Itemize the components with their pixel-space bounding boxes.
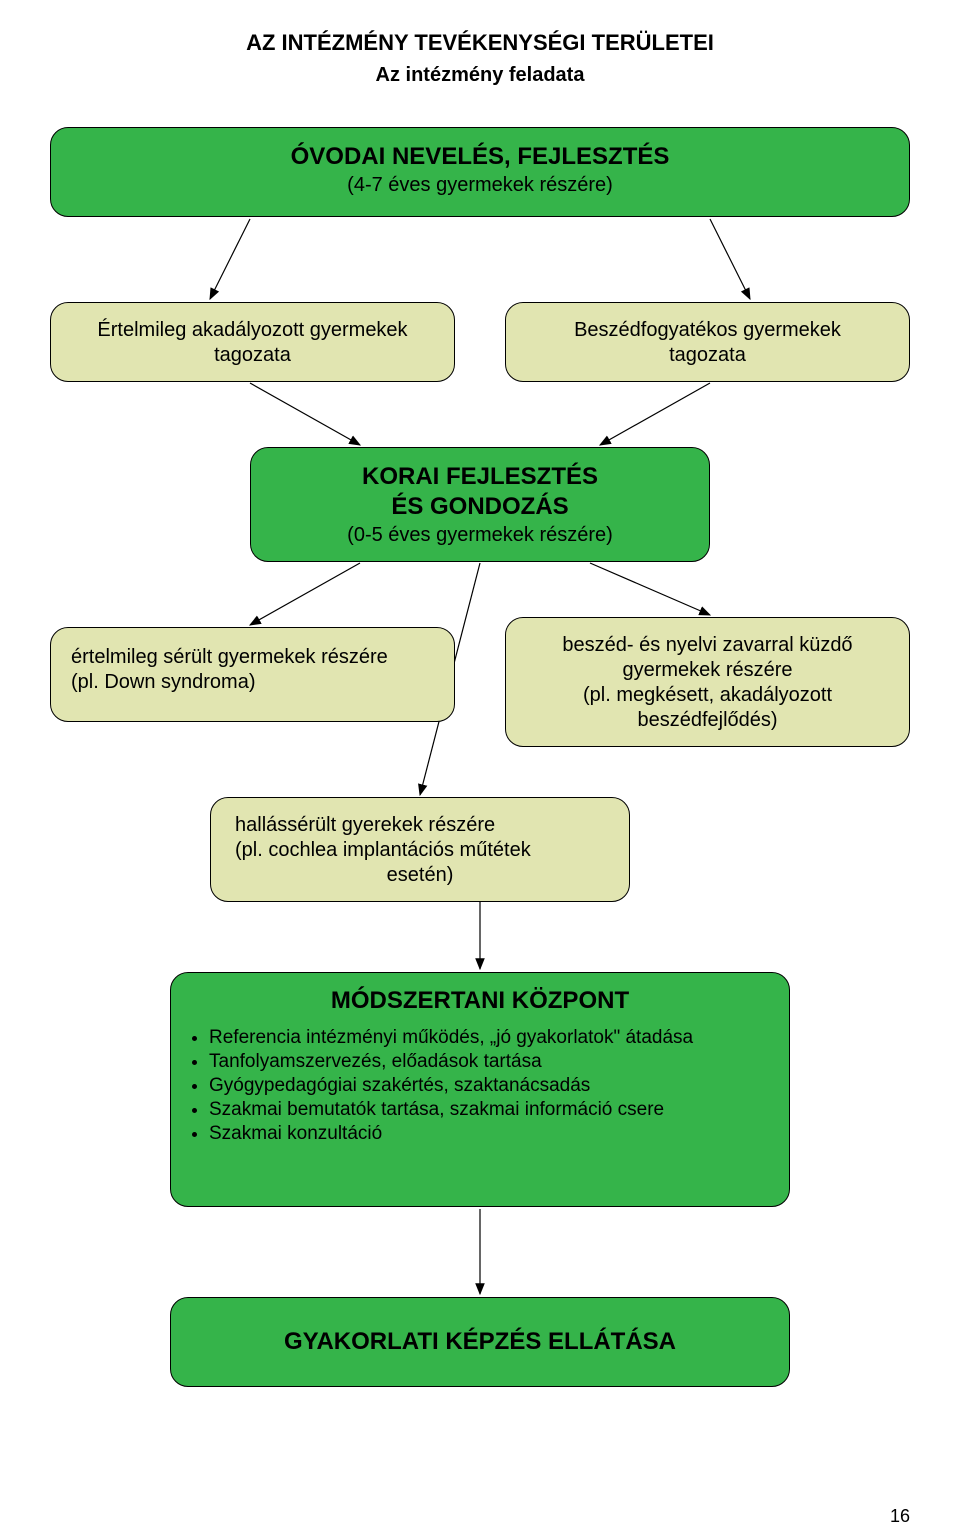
node-line: értelmileg sérült gyermekek részére <box>71 646 434 669</box>
node-line: esetén) <box>235 864 605 887</box>
node-line: (pl. Down syndroma) <box>71 671 434 694</box>
node-line: gyermekek részére <box>524 659 891 682</box>
list-item: Gyógypedagógiai szakértés, szaktanácsadá… <box>209 1075 771 1097</box>
page-title: AZ INTÉZMÉNY TEVÉKENYSÉGI TERÜLETEI <box>50 30 910 56</box>
node-subtitle: (4-7 éves gyermekek részére) <box>69 174 891 197</box>
node-line: beszéd- és nyelvi zavarral küzdő <box>524 634 891 657</box>
page-subtitle: Az intézmény feladata <box>50 64 910 87</box>
node-subtitle: (0-5 éves gyermekek részére) <box>269 524 691 547</box>
node-gyakorlati: GYAKORLATI KÉPZÉS ELLÁTÁSA <box>170 1297 790 1387</box>
page-number: 16 <box>890 1506 910 1527</box>
node-title: KORAI FEJLESZTÉS <box>269 462 691 492</box>
node-list: Referencia intézményi működés, „jó gyako… <box>189 1027 771 1145</box>
node-line: Értelmileg akadályozott gyermekek <box>69 319 436 342</box>
node-title: ÓVODAI NEVELÉS, FEJLESZTÉS <box>69 142 891 172</box>
node-korai: KORAI FEJLESZTÉS ÉS GONDOZÁS (0-5 éves g… <box>250 447 710 562</box>
node-line: (pl. cochlea implantációs műtétek <box>235 839 605 862</box>
flowchart: ÓVODAI NEVELÉS, FEJLESZTÉS (4-7 éves gye… <box>50 127 910 1487</box>
node-title: ÉS GONDOZÁS <box>269 492 691 522</box>
node-ertelmi-tagozat: Értelmileg akadályozott gyermekek tagoza… <box>50 302 455 382</box>
list-item: Szakmai bemutatók tartása, szakmai infor… <box>209 1099 771 1121</box>
node-title: GYAKORLATI KÉPZÉS ELLÁTÁSA <box>284 1328 676 1356</box>
node-line: (pl. megkésett, akadályozott <box>524 684 891 707</box>
node-line: tagozata <box>69 344 436 367</box>
list-item: Szakmai konzultáció <box>209 1123 771 1145</box>
node-line: Beszédfogyatékos gyermekek <box>524 319 891 342</box>
node-line: hallássérült gyerekek részére <box>235 814 605 837</box>
node-modszertani: MÓDSZERTANI KÖZPONT Referencia intézmény… <box>170 972 790 1207</box>
node-ovodai: ÓVODAI NEVELÉS, FEJLESZTÉS (4-7 éves gye… <box>50 127 910 217</box>
node-beszed-tagozat: Beszédfogyatékos gyermekek tagozata <box>505 302 910 382</box>
node-line: beszédfejlődés) <box>524 709 891 732</box>
node-line: tagozata <box>524 344 891 367</box>
list-item: Tanfolyamszervezés, előadások tartása <box>209 1051 771 1073</box>
list-item: Referencia intézményi működés, „jó gyako… <box>209 1027 771 1049</box>
node-beszed-zavar: beszéd- és nyelvi zavarral küzdő gyermek… <box>505 617 910 747</box>
title-strong: AZ INTÉZMÉNY TEVÉKENYSÉGI TERÜLETEI <box>246 30 714 55</box>
node-hallasserult: hallássérült gyerekek részére (pl. cochl… <box>210 797 630 902</box>
node-ertelmi-serult: értelmileg sérült gyermekek részére (pl.… <box>50 627 455 722</box>
node-heading: MÓDSZERTANI KÖZPONT <box>189 987 771 1015</box>
